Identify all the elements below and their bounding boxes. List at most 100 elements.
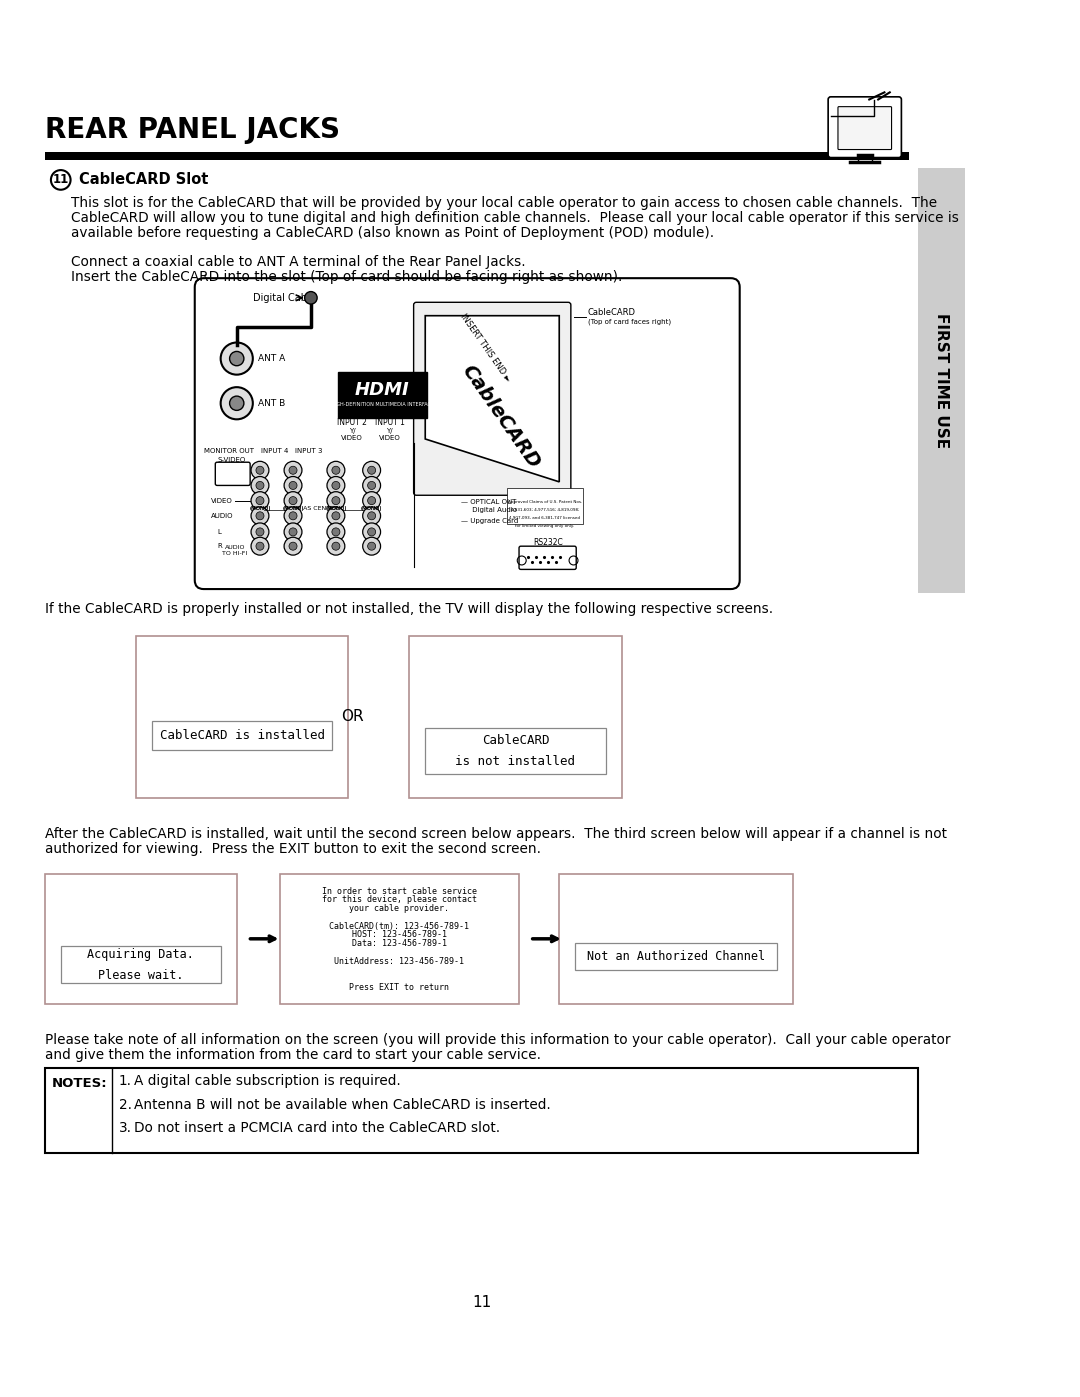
Text: INPUT 4: INPUT 4: [261, 447, 288, 454]
Bar: [559, 875, 794, 1003]
Text: 4,631,603; 4,977,516; 4,819,098;: 4,631,603; 4,977,516; 4,819,098;: [511, 507, 579, 511]
Circle shape: [284, 538, 302, 555]
Circle shape: [289, 467, 297, 474]
FancyBboxPatch shape: [519, 546, 577, 570]
Circle shape: [367, 542, 376, 550]
Circle shape: [332, 496, 340, 504]
Text: (MONO): (MONO): [249, 506, 271, 511]
Circle shape: [332, 467, 340, 474]
Text: ANT B: ANT B: [258, 398, 285, 408]
Bar: [508, 488, 583, 524]
Circle shape: [251, 461, 269, 479]
Text: 11: 11: [53, 173, 69, 186]
Text: CableCARD: CableCARD: [588, 307, 636, 317]
Circle shape: [256, 482, 264, 489]
Text: If the CableCARD is properly installed or not installed, the TV will display the: If the CableCARD is properly installed o…: [44, 602, 773, 616]
Text: S-VIDEO: S-VIDEO: [217, 457, 245, 462]
Circle shape: [367, 511, 376, 520]
Circle shape: [305, 292, 318, 305]
Circle shape: [230, 397, 244, 411]
Circle shape: [367, 496, 376, 504]
Text: VIDEO: VIDEO: [341, 434, 363, 441]
Bar: [60, 946, 220, 983]
Bar: [44, 875, 237, 1003]
Bar: [44, 1067, 918, 1153]
Text: Approved Claims of U.S. Patent Nos.: Approved Claims of U.S. Patent Nos.: [508, 500, 582, 503]
Text: and give them the information from the card to start your cable service.: and give them the information from the c…: [44, 1048, 541, 1062]
Text: 3.: 3.: [119, 1120, 132, 1134]
Text: for limited viewing only only.: for limited viewing only only.: [515, 524, 575, 528]
Bar: [576, 943, 778, 970]
Circle shape: [220, 387, 253, 419]
Text: VIDEO: VIDEO: [211, 497, 232, 504]
Bar: [409, 636, 622, 798]
Text: your cable provider.: your cable provider.: [349, 904, 449, 914]
Circle shape: [230, 352, 244, 366]
Text: INPUT 1: INPUT 1: [375, 418, 404, 427]
FancyBboxPatch shape: [828, 96, 902, 158]
Circle shape: [367, 528, 376, 536]
Circle shape: [367, 482, 376, 489]
Circle shape: [251, 522, 269, 541]
Text: HIGH-DEFINITION MULTIMEDIA INTERFACE: HIGH-DEFINITION MULTIMEDIA INTERFACE: [330, 402, 434, 407]
Text: INPUT 2: INPUT 2: [337, 418, 367, 427]
FancyBboxPatch shape: [414, 302, 571, 496]
Polygon shape: [426, 316, 559, 482]
FancyBboxPatch shape: [215, 462, 251, 485]
Circle shape: [256, 511, 264, 520]
Bar: [44, 152, 909, 161]
Circle shape: [256, 496, 264, 504]
Circle shape: [327, 538, 345, 555]
Text: AUDIO: AUDIO: [211, 513, 233, 518]
Text: In order to start cable service: In order to start cable service: [322, 887, 477, 895]
Circle shape: [284, 492, 302, 510]
Circle shape: [327, 461, 345, 479]
Text: (MONO): (MONO): [249, 506, 271, 511]
Circle shape: [256, 528, 264, 536]
Bar: [918, 168, 964, 592]
Text: TV AS CENTER: TV AS CENTER: [293, 506, 338, 511]
Circle shape: [363, 538, 380, 555]
Text: NOTES:: NOTES:: [52, 1077, 107, 1091]
Circle shape: [220, 342, 253, 374]
Text: Acquiring Data.
Please wait.: Acquiring Data. Please wait.: [87, 947, 194, 982]
Text: RS232C: RS232C: [532, 538, 563, 548]
Bar: [338, 372, 427, 419]
Text: Digital Cable: Digital Cable: [253, 293, 315, 303]
Circle shape: [284, 461, 302, 479]
Text: OR: OR: [341, 710, 364, 724]
Circle shape: [289, 542, 297, 550]
Text: (MONO): (MONO): [282, 506, 303, 511]
Circle shape: [332, 528, 340, 536]
Circle shape: [251, 538, 269, 555]
Circle shape: [289, 528, 297, 536]
Text: MONITOR OUT: MONITOR OUT: [204, 447, 254, 454]
Text: INPUT 3: INPUT 3: [295, 447, 323, 454]
Bar: [280, 875, 519, 1003]
Circle shape: [327, 476, 345, 495]
Bar: [152, 721, 333, 750]
Circle shape: [363, 461, 380, 479]
Text: REAR PANEL JACKS: REAR PANEL JACKS: [44, 116, 340, 144]
Text: Data: 123-456-789-1: Data: 123-456-789-1: [352, 939, 447, 949]
Circle shape: [251, 492, 269, 510]
Bar: [426, 728, 606, 774]
Text: A digital cable subscription is required.: A digital cable subscription is required…: [134, 1074, 401, 1088]
Text: available before requesting a CableCARD (also known as Point of Deployment (POD): available before requesting a CableCARD …: [71, 226, 715, 240]
Circle shape: [284, 507, 302, 525]
Text: Connect a coaxial cable to ANT A terminal of the Rear Panel Jacks.: Connect a coaxial cable to ANT A termina…: [71, 254, 526, 270]
Text: ANT A: ANT A: [258, 353, 285, 363]
Text: — OPTICAL OUT: — OPTICAL OUT: [461, 499, 516, 504]
Text: (MONO): (MONO): [282, 506, 303, 511]
Text: UnitAddress: 123-456-789-1: UnitAddress: 123-456-789-1: [335, 957, 464, 965]
Text: Antenna B will not be available when CableCARD is inserted.: Antenna B will not be available when Cab…: [134, 1098, 551, 1112]
Text: R: R: [217, 543, 221, 549]
Text: Insert the CableCARD into the slot (Top of card should be facing right as shown): Insert the CableCARD into the slot (Top …: [71, 270, 623, 284]
Circle shape: [363, 507, 380, 525]
Text: Y/: Y/: [387, 427, 393, 434]
Text: (MONO): (MONO): [325, 506, 347, 511]
Text: VIDEO: VIDEO: [379, 434, 401, 441]
Text: authorized for viewing.  Press the EXIT button to exit the second screen.: authorized for viewing. Press the EXIT b…: [44, 842, 541, 856]
Text: L: L: [217, 529, 221, 535]
Text: CableCARD: CableCARD: [458, 362, 544, 472]
